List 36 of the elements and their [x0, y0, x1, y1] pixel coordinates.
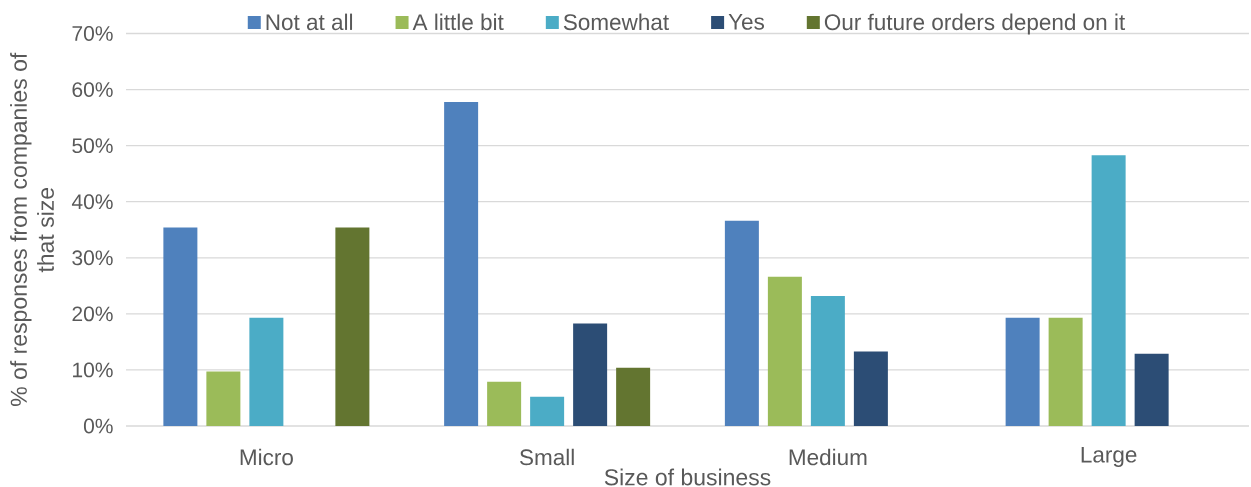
x-tick-label: Micro: [240, 448, 293, 466]
bar: [249, 317, 284, 426]
bar: [853, 351, 888, 426]
y-tick-label: 50%: [72, 138, 113, 154]
x-tick-label: Large: [1081, 446, 1137, 468]
bar: [335, 227, 370, 426]
bar: [487, 381, 522, 426]
y-tick-label: 70%: [72, 26, 113, 41]
bar: [767, 276, 802, 426]
y-tick-label: 40%: [71, 194, 113, 210]
legend-label: A little bit: [412, 13, 504, 31]
x-tick-label: Small: [520, 448, 574, 466]
x-axis-title: Size of business: [604, 468, 771, 486]
legend-label: Not at all: [266, 13, 353, 31]
y-tick-label: 10%: [73, 362, 113, 378]
legend-label: Somewhat: [563, 13, 669, 31]
bar: [206, 371, 241, 426]
bar: [573, 323, 608, 426]
y-axis-title: % of responses from companies of that size: [10, 52, 54, 406]
legend-label: Yes: [728, 14, 765, 30]
bar: [724, 220, 759, 426]
bar: [1134, 353, 1169, 426]
bar: [810, 295, 845, 426]
y-tick-label: 30%: [72, 250, 113, 266]
x-tick-label: Medium: [789, 448, 867, 466]
y-tick-label: 60%: [72, 82, 113, 98]
y-tick-label: 20%: [72, 306, 113, 322]
bar: [530, 396, 565, 426]
bar: [1005, 317, 1040, 426]
bar: [163, 227, 198, 426]
bar: [1048, 317, 1083, 426]
bar: [1091, 155, 1126, 426]
bar: [444, 101, 479, 426]
bar: [616, 367, 651, 426]
legend-label: Our future orders depend on it: [824, 13, 1126, 35]
y-tick-label: 0%: [83, 418, 113, 434]
